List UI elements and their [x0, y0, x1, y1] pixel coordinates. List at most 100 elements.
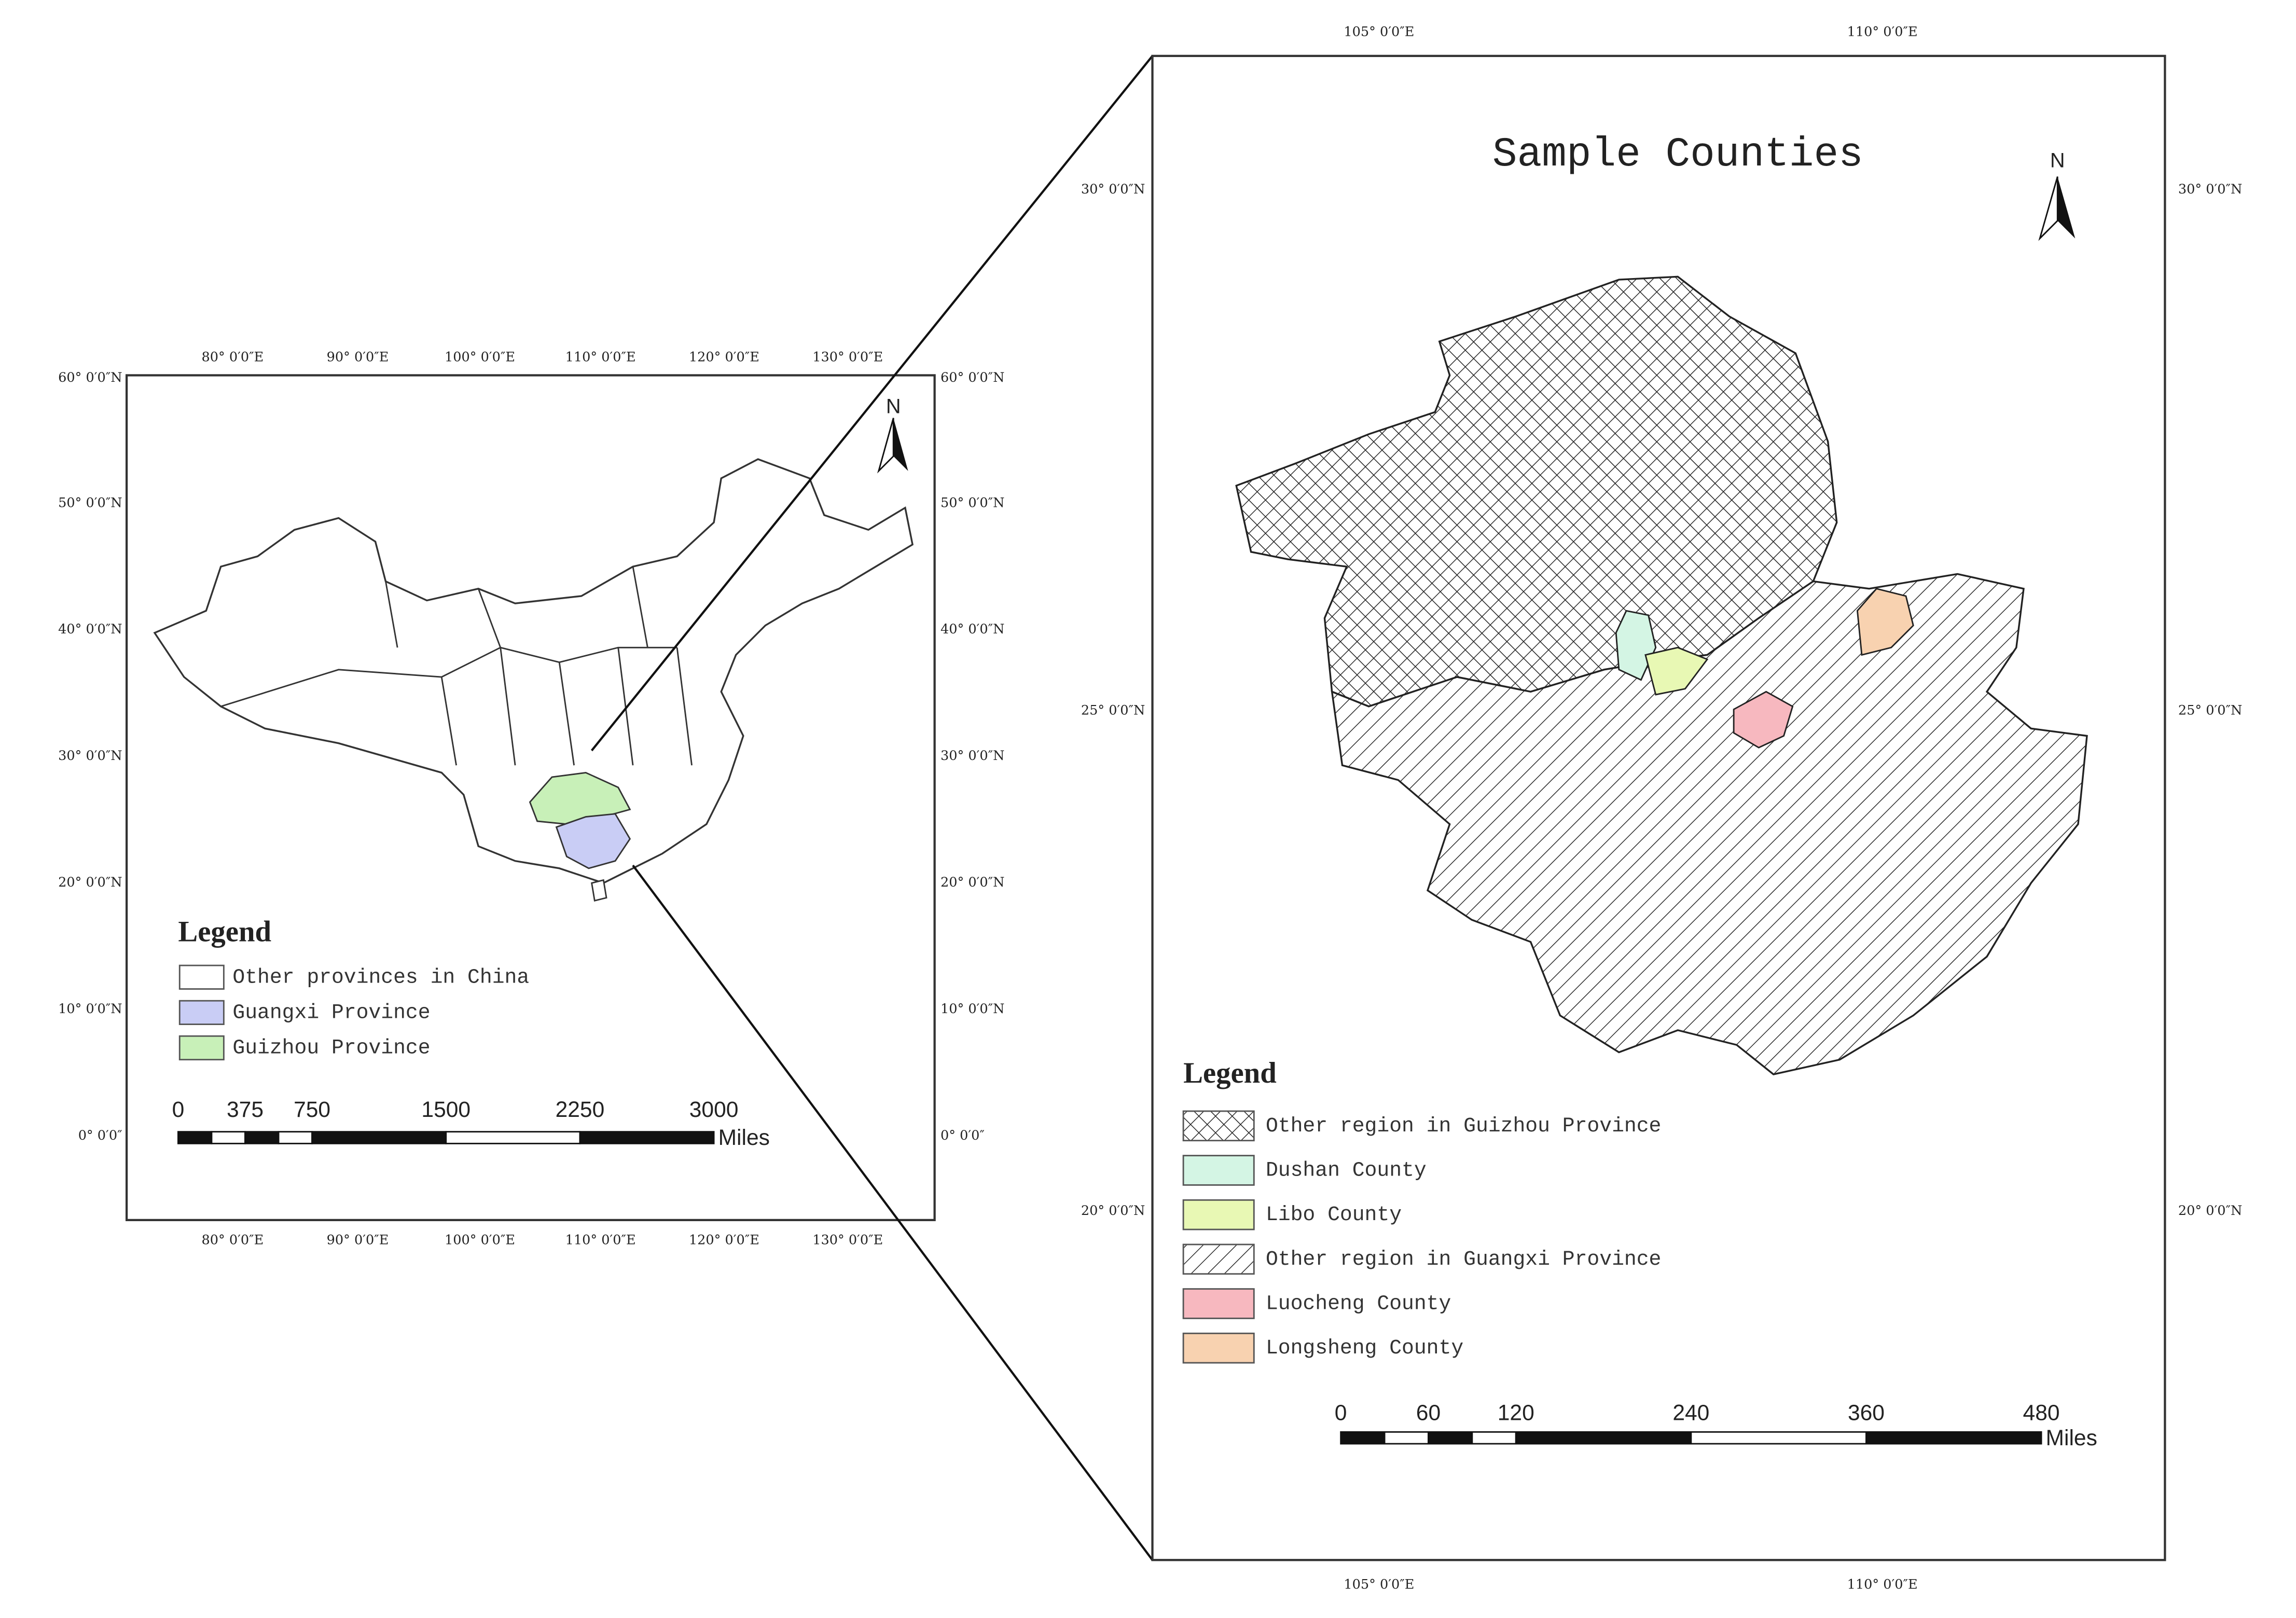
- left-frame: [125, 374, 936, 1222]
- guizhou-province: [529, 771, 631, 825]
- legend-swatch: [1182, 1332, 1255, 1364]
- guangxi-province: [555, 813, 631, 869]
- lon-label: 80° 0′0″E: [202, 1233, 264, 1248]
- scale-segment: [311, 1131, 447, 1144]
- scale-label: 0: [172, 1097, 185, 1122]
- lat-label: 40° 0′0″N: [940, 621, 1004, 637]
- north-label: N: [886, 395, 901, 418]
- scale-label: 1500: [421, 1097, 471, 1122]
- scale-label: 2250: [556, 1097, 605, 1122]
- lon-label: 130° 0′0″E: [812, 349, 883, 365]
- lon-label: 100° 0′0″E: [445, 1233, 515, 1248]
- lat-label: 30° 0′0″N: [1081, 182, 1145, 197]
- north-arrow: [893, 418, 908, 471]
- legend-swatch: [178, 1035, 225, 1061]
- lat-label: 30° 0′0″N: [58, 748, 122, 764]
- zoom-line: [632, 864, 1154, 1561]
- legend-label: Other provinces in China: [232, 965, 529, 989]
- luocheng-county: [1733, 690, 1794, 749]
- lat-label: 25° 0′0″N: [2178, 702, 2242, 718]
- scale-label: 480: [2023, 1401, 2060, 1426]
- dushan-county: [1615, 610, 1657, 681]
- lon-label: 90° 0′0″E: [327, 1233, 389, 1248]
- lat-label: 0° 0′0″: [78, 1128, 122, 1143]
- lat-label: 30° 0′0″N: [940, 748, 1004, 764]
- scale-label: 120: [1498, 1401, 1534, 1426]
- lat-label: 20° 0′0″N: [940, 875, 1004, 890]
- lat-label: 10° 0′0″N: [940, 1001, 1004, 1017]
- scale-segment: [1690, 1431, 1867, 1445]
- lat-label: 20° 0′0″N: [1081, 1203, 1145, 1219]
- legend-label: Longsheng County: [1266, 1336, 1463, 1360]
- lon-label: 90° 0′0″E: [327, 349, 389, 365]
- scale-segment: [1515, 1431, 1692, 1445]
- legend-swatch: [178, 1000, 225, 1025]
- lon-label: 110° 0′0″E: [1847, 1576, 1918, 1592]
- scale-label: 3000: [689, 1097, 739, 1122]
- scale-label: 240: [1672, 1401, 1709, 1426]
- legend-label: Other region in Guangxi Province: [1266, 1248, 1661, 1271]
- lat-label: 20° 0′0″N: [58, 875, 122, 890]
- lat-label: 10° 0′0″N: [58, 1001, 122, 1017]
- lon-label: 110° 0′0″E: [565, 349, 636, 365]
- lon-label: 105° 0′0″E: [1344, 24, 1414, 39]
- legend-label: Libo County: [1266, 1203, 1402, 1226]
- hainan: [590, 879, 607, 902]
- legend-title: Legend: [1183, 1057, 1277, 1089]
- scale-segment: [579, 1131, 715, 1144]
- scale-segment: [244, 1131, 280, 1144]
- legend-label: Other region in Guizhou Province: [1266, 1114, 1661, 1138]
- lon-label: 110° 0′0″E: [565, 1233, 636, 1248]
- lat-label: 50° 0′0″N: [940, 495, 1004, 510]
- north-arrow: [2057, 176, 2076, 239]
- legend-swatch: [1182, 1243, 1255, 1275]
- scale-label: 375: [227, 1097, 264, 1122]
- scale-segment: [1384, 1431, 1429, 1445]
- lat-label: 20° 0′0″N: [2178, 1203, 2242, 1219]
- province-borders: [220, 566, 693, 766]
- lat-label: 0° 0′0″: [940, 1128, 985, 1143]
- north-label: N: [2050, 149, 2065, 172]
- legend-swatch: [1182, 1110, 1255, 1142]
- scale-segment: [1865, 1431, 2042, 1445]
- right-frame: [1151, 54, 2166, 1561]
- map-title: Sample Counties: [1492, 131, 1863, 178]
- lon-label: 80° 0′0″E: [202, 349, 264, 365]
- legend-swatch: [1182, 1155, 1255, 1186]
- lat-label: 60° 0′0″N: [58, 370, 122, 385]
- scale-segment: [1340, 1431, 1386, 1445]
- longsheng-county: [1856, 588, 1914, 656]
- lon-label: 130° 0′0″E: [812, 1233, 883, 1248]
- scale-segment: [177, 1131, 213, 1144]
- lat-label: 50° 0′0″N: [58, 495, 122, 510]
- scale-label: 750: [294, 1097, 330, 1122]
- zoom-line: [590, 55, 1154, 752]
- legend-swatch: [1182, 1199, 1255, 1230]
- scale-label: 0: [1335, 1401, 1347, 1426]
- scale-segment: [278, 1131, 313, 1144]
- legend-label: Guizhou Province: [232, 1036, 430, 1059]
- legend-label: Guangxi Province: [232, 1001, 430, 1024]
- legend-swatch: [178, 964, 225, 990]
- scale-label: 360: [1848, 1401, 1885, 1426]
- scale-segment: [445, 1131, 581, 1144]
- lon-label: 105° 0′0″E: [1344, 1576, 1414, 1592]
- scale-segment: [1428, 1431, 1473, 1445]
- lon-label: 120° 0′0″E: [689, 1233, 759, 1248]
- lat-label: 60° 0′0″N: [940, 370, 1004, 385]
- legend-swatch: [1182, 1288, 1255, 1319]
- scale-label: 60: [1416, 1401, 1441, 1426]
- lon-label: 100° 0′0″E: [445, 349, 515, 365]
- scale-segment: [211, 1131, 246, 1144]
- lat-label: 30° 0′0″N: [2178, 182, 2242, 197]
- lon-label: 120° 0′0″E: [689, 349, 759, 365]
- scale-segment: [1471, 1431, 1517, 1445]
- legend-label: Luocheng County: [1266, 1292, 1451, 1316]
- scale-unit: Miles: [718, 1125, 770, 1150]
- legend-label: Dushan County: [1266, 1158, 1427, 1182]
- scale-unit: Miles: [2046, 1426, 2097, 1450]
- libo-county: [1644, 646, 1709, 696]
- lat-label: 40° 0′0″N: [58, 621, 122, 637]
